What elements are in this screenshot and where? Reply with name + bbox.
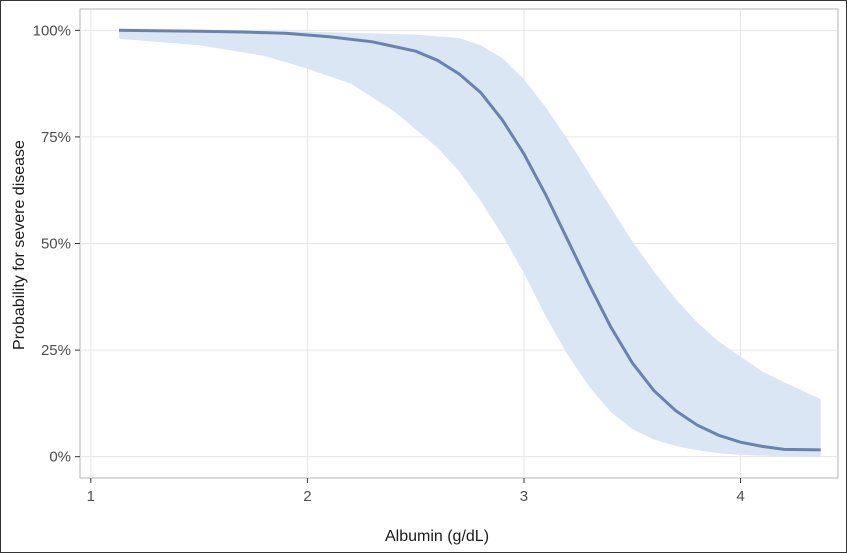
estimate-line: [118, 28, 821, 452]
x-axis-ticks: 1 2 3 4: [87, 478, 745, 505]
x-tick-label: 3: [520, 488, 528, 505]
y-tick-label: 0%: [49, 449, 71, 466]
x-axis-title: Albumin (g/dL): [385, 528, 489, 545]
y-tick-label: 75%: [41, 129, 71, 146]
y-tick-label: 25%: [41, 342, 71, 359]
x-tick-label: 2: [303, 488, 311, 505]
y-tick-label: 50%: [41, 236, 71, 253]
x-tick-label: 4: [736, 488, 744, 505]
y-axis-title: Probability for severe disease: [11, 140, 28, 350]
y-axis-ticks: 0% 25% 50% 75% 100%: [33, 22, 80, 466]
confidence-band: [119, 30, 821, 457]
x-tick-label: 1: [87, 488, 95, 505]
y-tick-label: 100%: [33, 22, 71, 39]
